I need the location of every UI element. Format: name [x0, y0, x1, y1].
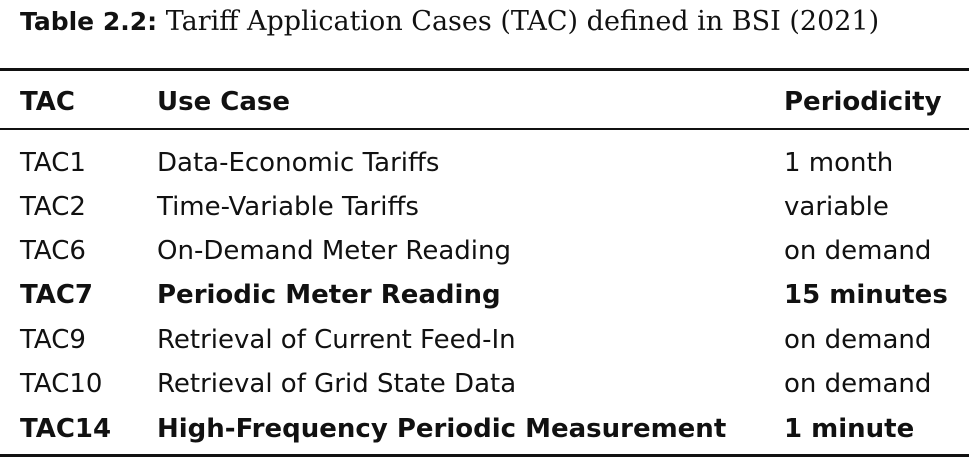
cell-tac: TAC14	[20, 414, 112, 444]
cell-periodicity: on demand	[784, 236, 932, 266]
cell-tac: TAC6	[20, 236, 86, 266]
cell-tac: TAC10	[20, 369, 103, 399]
table-header-rule	[0, 128, 969, 130]
cell-use-case: Data-Economic Tariffs	[157, 148, 440, 178]
cell-use-case: On-Demand Meter Reading	[157, 236, 511, 266]
header-periodicity: Periodicity	[784, 87, 942, 117]
header-tac: TAC	[20, 87, 75, 117]
cell-periodicity: 1 month	[784, 148, 894, 178]
caption-label: Table 2.2:	[20, 7, 158, 36]
cell-tac: TAC7	[20, 280, 94, 310]
cell-tac: TAC1	[20, 148, 86, 178]
cell-use-case: Time-Variable Tariffs	[157, 192, 419, 222]
cell-use-case: High-Frequency Periodic Measurement	[157, 414, 727, 444]
cell-periodicity: on demand	[784, 369, 932, 399]
cell-use-case: Retrieval of Grid State Data	[157, 369, 517, 399]
cell-use-case: Retrieval of Current Feed-In	[157, 325, 516, 355]
table-bottom-rule	[0, 454, 969, 457]
table-top-rule	[0, 68, 969, 71]
header-use-case: Use Case	[157, 87, 291, 117]
caption-text: Tariff Application Cases (TAC) defined i…	[165, 6, 880, 37]
cell-periodicity: 15 minutes	[784, 280, 948, 310]
table-caption: Table 2.2: Tariff Application Cases (TAC…	[20, 4, 960, 40]
cell-tac: TAC2	[20, 192, 86, 222]
cell-use-case: Periodic Meter Reading	[157, 280, 501, 310]
cell-periodicity: on demand	[784, 325, 932, 355]
cell-tac: TAC9	[20, 325, 86, 355]
cell-periodicity: variable	[784, 192, 889, 222]
cell-periodicity: 1 minute	[784, 414, 915, 444]
